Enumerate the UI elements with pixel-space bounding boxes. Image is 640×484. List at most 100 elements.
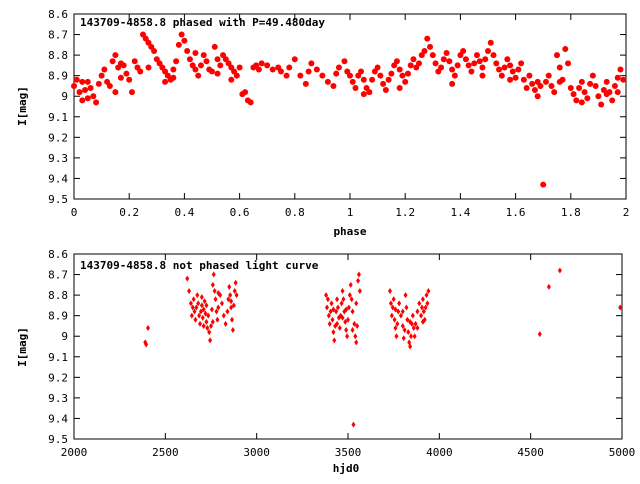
data-point [79, 78, 86, 85]
x-tick-label: 5000 [609, 446, 636, 459]
data-point [200, 52, 207, 59]
y-tick-label: 9.4 [48, 172, 68, 185]
data-point [410, 312, 415, 319]
data-point [98, 72, 105, 79]
data-point [106, 82, 113, 89]
data-point [341, 296, 346, 303]
data-point [337, 325, 342, 331]
data-point [145, 64, 152, 71]
x-tick-label: 4000 [426, 446, 453, 459]
data-point [468, 68, 475, 75]
data-point [207, 329, 212, 336]
data-point [216, 304, 221, 311]
data-point [73, 76, 80, 83]
data-point [201, 306, 206, 313]
data-point [329, 300, 334, 307]
y-tick-label: 9 [61, 330, 68, 343]
data-point [426, 288, 431, 294]
data-point [204, 318, 209, 325]
x-tick-label: 0 [71, 206, 78, 219]
data-point [335, 304, 340, 311]
data-point [408, 343, 413, 350]
data-point [380, 80, 387, 87]
data-point [335, 296, 340, 303]
data-point [233, 72, 240, 79]
data-point [471, 60, 478, 67]
x-tick-label: 4500 [517, 446, 544, 459]
data-point [194, 304, 199, 311]
data-point [385, 76, 392, 83]
data-point [576, 85, 583, 91]
data-point [551, 89, 558, 96]
data-point [587, 80, 594, 87]
data-point [144, 341, 149, 348]
data-point [411, 325, 416, 331]
data-point [389, 312, 394, 319]
data-point [409, 333, 414, 340]
data-point [446, 58, 453, 65]
data-point [210, 318, 215, 325]
data-point [402, 327, 407, 334]
data-point [190, 304, 195, 311]
data-point [193, 316, 198, 323]
data-point [557, 267, 562, 274]
y-tick-label: 9.3 [48, 152, 68, 165]
data-point [219, 300, 224, 307]
data-point [313, 66, 320, 73]
data-point [377, 72, 384, 79]
y-tick-label: 9.5 [48, 193, 68, 206]
data-point [393, 325, 398, 331]
data-point [112, 52, 119, 59]
data-point [76, 89, 83, 96]
data-point [584, 95, 591, 102]
data-point [170, 66, 177, 73]
x-tick-label: 2000 [61, 446, 88, 459]
data-point [178, 31, 185, 38]
data-point [209, 306, 214, 313]
data-point [449, 66, 456, 73]
data-point [247, 99, 254, 106]
data-point [209, 68, 215, 75]
data-point [357, 288, 362, 294]
data-point [611, 82, 618, 89]
data-point [449, 80, 456, 87]
y-tick-label: 9.4 [48, 412, 68, 425]
data-point [556, 78, 563, 85]
data-point [603, 78, 610, 85]
data-point [198, 308, 203, 315]
data-point [215, 316, 220, 323]
data-point [232, 288, 237, 294]
data-point [526, 72, 533, 79]
data-point [349, 296, 354, 303]
data-point [404, 70, 411, 77]
data-point [234, 292, 239, 299]
data-point [423, 304, 428, 311]
data-point [523, 85, 530, 91]
data-point [184, 48, 191, 54]
data-point [390, 304, 395, 311]
data-point [173, 58, 180, 65]
data-point [205, 325, 210, 331]
data-point [573, 97, 580, 104]
data-point [548, 82, 555, 89]
data-point [225, 308, 230, 315]
data-point [496, 66, 503, 73]
data-point [399, 72, 406, 79]
data-point [212, 288, 217, 294]
data-point [394, 333, 399, 340]
data-point [226, 296, 231, 303]
data-point [400, 308, 405, 315]
data-point [350, 327, 355, 334]
data-point [93, 99, 100, 106]
data-point [465, 62, 472, 69]
data-point [396, 85, 403, 91]
x-axis-label: hjd0 [333, 462, 360, 475]
data-point [427, 43, 434, 50]
data-point [366, 89, 373, 96]
data-point [598, 101, 605, 108]
data-point [531, 87, 538, 94]
data-point [498, 72, 505, 79]
data-point [331, 329, 336, 336]
data-point [429, 52, 436, 59]
data-point [151, 48, 158, 54]
